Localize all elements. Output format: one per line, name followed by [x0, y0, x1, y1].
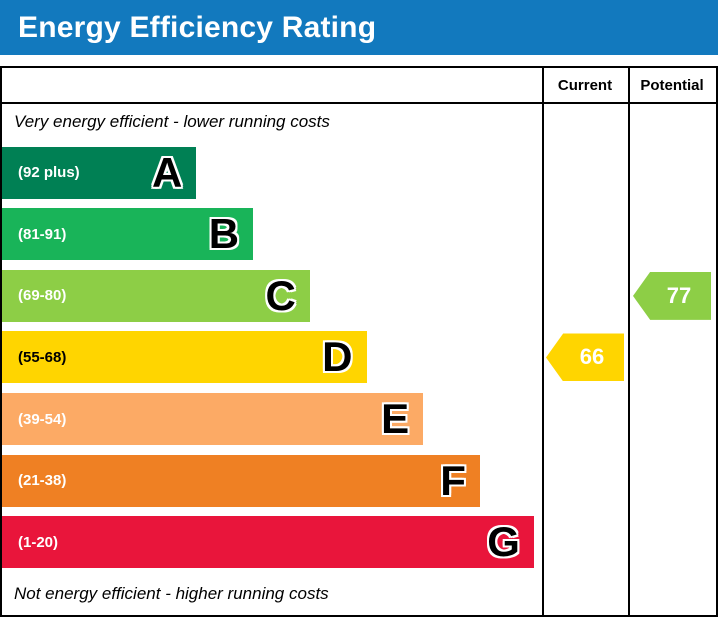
band-letter: G	[487, 518, 520, 566]
header-divider	[2, 102, 716, 104]
band-row-e: (39-54) E	[2, 388, 542, 450]
band-range-label: (55-68)	[18, 348, 67, 366]
band-letter: E	[381, 395, 410, 443]
band-bar-d: (55-68) D	[2, 331, 367, 384]
band-bar-c: (69-80) C	[2, 269, 310, 322]
band-row-a: (92 plus) A	[2, 142, 542, 204]
potential-value: 77	[666, 282, 692, 308]
epc-rating-chart: Current Potential Very energy efficient …	[0, 66, 718, 617]
top-note: Very energy efficient - lower running co…	[14, 112, 330, 131]
band-bar-g: (1-20) G	[2, 516, 534, 569]
band-letter: C	[265, 271, 296, 319]
band-bar-e: (39-54) E	[2, 393, 424, 446]
band-row-f: (21-38) F	[2, 450, 542, 512]
band-bar-f: (21-38) F	[2, 454, 480, 507]
band-row-g: (1-20) G	[2, 511, 542, 573]
band-letter: D	[322, 333, 353, 381]
column-divider	[628, 68, 630, 615]
band-range-label: (39-54)	[18, 410, 67, 428]
band-bar-b: (81-91) B	[2, 208, 254, 261]
band-range-label: (1-20)	[18, 533, 59, 551]
potential-column-header: Potential	[640, 76, 704, 94]
current-column-header: Current	[557, 76, 613, 94]
band-range-label: (69-80)	[18, 287, 67, 305]
band-letter: B	[208, 210, 240, 258]
band-row-d: (55-68) D	[2, 327, 542, 389]
band-letter: A	[152, 148, 183, 196]
band-bar-a: (92 plus) A	[2, 146, 197, 199]
band-letter: F	[440, 456, 466, 504]
bottom-note: Not energy efficient - higher running co…	[14, 584, 329, 603]
band-row-c: (69-80) C	[2, 265, 542, 327]
column-divider	[542, 68, 544, 615]
title-bar: Energy Efficiency Rating	[0, 0, 718, 55]
current-arrow: 66	[546, 333, 624, 382]
band-range-label: (21-38)	[18, 472, 67, 490]
current-value: 66	[579, 344, 605, 370]
band-row-b: (81-91) B	[2, 204, 542, 266]
page-title: Energy Efficiency Rating	[18, 10, 377, 44]
band-range-label: (92 plus)	[18, 164, 80, 182]
band-range-label: (81-91)	[18, 225, 67, 243]
potential-arrow: 77	[633, 271, 711, 320]
